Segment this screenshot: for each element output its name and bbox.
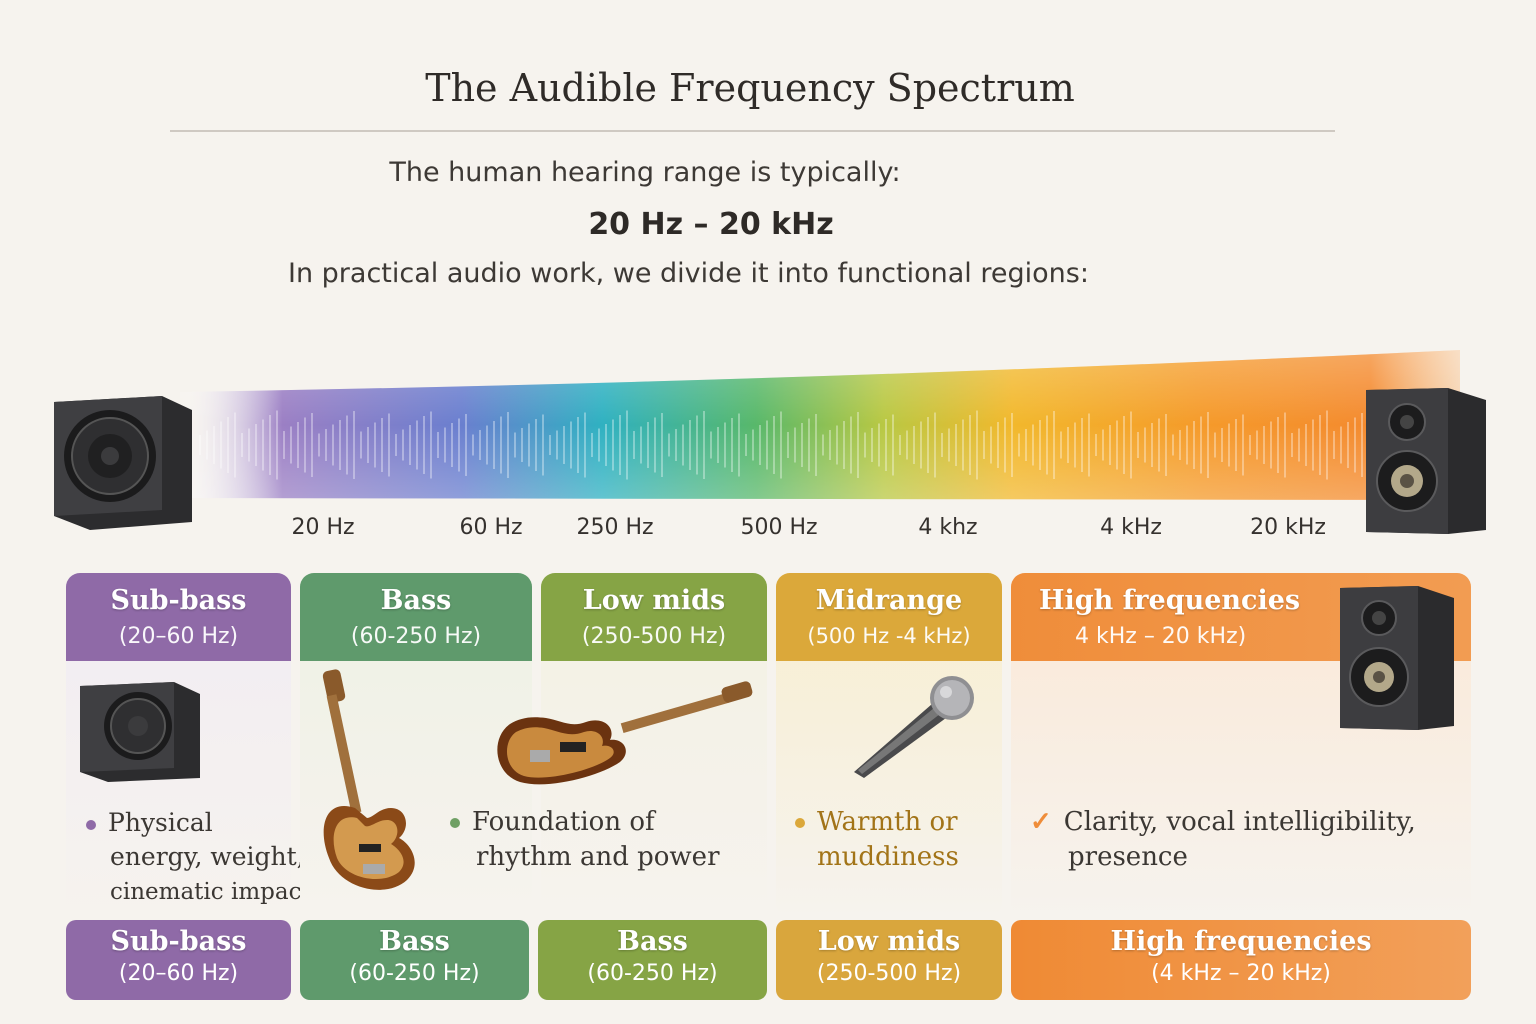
footer-range: (4 kHz – 20 kHz) — [1151, 961, 1331, 986]
bullet-dot — [450, 818, 460, 828]
bullet-line: Warmth or — [817, 807, 958, 837]
check-icon: ✓ — [1030, 807, 1052, 837]
card-range: 4 kHz – 20 kHz) — [1075, 624, 1247, 649]
speaker-icon — [1340, 586, 1454, 730]
subwoofer-icon — [54, 396, 192, 530]
card-title: Low mids — [582, 585, 726, 616]
bass-guitar-icon — [322, 669, 415, 890]
speaker-icon — [1366, 388, 1486, 534]
freq-label-4khz-b: 4 kHz — [1100, 515, 1162, 540]
card-title: Midrange — [815, 585, 963, 616]
card-header: Bass (60-250 Hz) — [300, 573, 532, 661]
bullet-line: Clarity, vocal intelligibility, — [1063, 807, 1416, 837]
footer-title: Bass — [617, 926, 688, 957]
footer-bass: Bass (60-250 Hz) — [300, 920, 529, 1000]
bullet-line: rhythm and power — [476, 842, 720, 872]
intro-text: The human hearing range is typically: — [389, 157, 901, 188]
bullet-bass: Foundation of rhythm and power — [450, 805, 760, 875]
regions-text: In practical audio work, we divide it in… — [288, 258, 1089, 289]
footer-range: (60-250 Hz) — [587, 961, 718, 986]
card-range: (60-250 Hz) — [350, 624, 482, 649]
page-title: The Audible Frequency Spectrum — [425, 66, 1075, 110]
freq-label-500hz: 500 Hz — [740, 515, 818, 540]
subwoofer-icon — [80, 682, 200, 782]
card-title: High frequencies — [1039, 585, 1301, 616]
footer-title: Low mids — [817, 926, 961, 957]
bullet-dot — [795, 818, 805, 828]
bullet-line: Foundation of — [472, 807, 655, 837]
footer-low-mids: Low mids (250-500 Hz) — [776, 920, 1002, 1000]
footer-title: Sub-bass — [110, 926, 247, 957]
bass-guitar-icon — [497, 681, 753, 785]
footer-title: Bass — [379, 926, 450, 957]
bullet-high-frequencies: ✓ Clarity, vocal intelligibility, presenc… — [1030, 805, 1460, 875]
card-title: Bass — [380, 585, 452, 616]
card-header: Midrange (500 Hz -4 kHz) — [776, 573, 1002, 661]
bullet-dot — [86, 819, 96, 830]
bullet-line: cinematic impact — [110, 879, 311, 905]
footer-high-frequencies: High frequencies (4 kHz – 20 kHz) — [1011, 920, 1471, 1000]
title-divider — [170, 130, 1335, 132]
card-range: (250-500 Hz) — [581, 624, 727, 649]
card-title: Sub-bass — [110, 585, 247, 616]
freq-label-4khz-a: 4 khz — [918, 515, 978, 540]
footer-sub-bass: Sub-bass (20–60 Hz) — [66, 920, 291, 1000]
bullet-midrange: Warmth or muddiness — [795, 805, 1000, 875]
card-range: (500 Hz -4 kHz) — [807, 624, 971, 648]
bullet-line: energy, weight, — [110, 842, 305, 871]
footer-range: (250-500 Hz) — [816, 961, 962, 986]
freq-label-20hz: 20 Hz — [291, 515, 355, 540]
card-header: Low mids (250-500 Hz) — [541, 573, 767, 661]
freq-label-60hz: 60 Hz — [459, 515, 523, 540]
freq-label-250hz: 250 Hz — [576, 515, 654, 540]
footer-range: (60-250 Hz) — [349, 961, 480, 986]
card-range: (20–60 Hz) — [118, 624, 239, 649]
footer-bass-2: Bass (60-250 Hz) — [538, 920, 767, 1000]
microphone-icon — [854, 676, 974, 778]
footer-range: (20–60 Hz) — [118, 961, 239, 986]
bullet-sub-bass: Physical energy, weight, cinematic impac… — [86, 806, 316, 909]
bullet-line: muddiness — [817, 842, 959, 872]
card-header: Sub-bass (20–60 Hz) — [66, 573, 291, 661]
bullet-line: Physical — [108, 808, 213, 837]
footer-title: High frequencies — [1110, 926, 1372, 957]
bullet-line: presence — [1068, 842, 1188, 872]
freq-label-20khz: 20 kHz — [1250, 515, 1326, 540]
card-low-mids: Low mids (250-500 Hz) — [541, 573, 767, 918]
hearing-range: 20 Hz – 20 kHz — [588, 207, 834, 242]
